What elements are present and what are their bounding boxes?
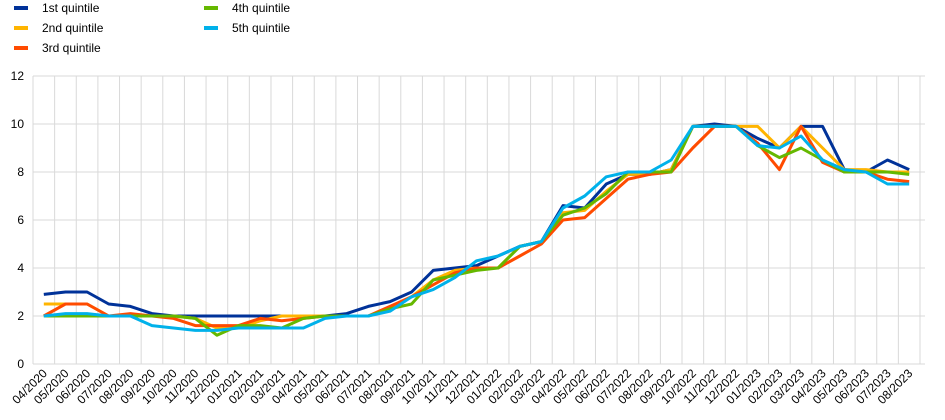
series-line	[43, 124, 910, 332]
legend-label: 1st quintile	[42, 1, 100, 15]
legend-label: 2nd quintile	[42, 21, 104, 35]
y-tick-label: 0	[17, 357, 24, 371]
series-line	[43, 124, 910, 328]
legend-label: 5th quintile	[232, 21, 290, 35]
y-tick-label: 8	[17, 165, 24, 179]
y-tick-label: 2	[17, 309, 24, 323]
series-line	[43, 124, 910, 337]
series-line	[43, 122, 910, 318]
y-tick-label: 4	[17, 261, 24, 275]
legend-label: 3rd quintile	[42, 41, 101, 55]
y-tick-label: 12	[11, 69, 25, 83]
legend-label: 4th quintile	[232, 1, 290, 15]
y-tick-label: 6	[17, 213, 24, 227]
y-tick-label: 10	[11, 117, 25, 131]
